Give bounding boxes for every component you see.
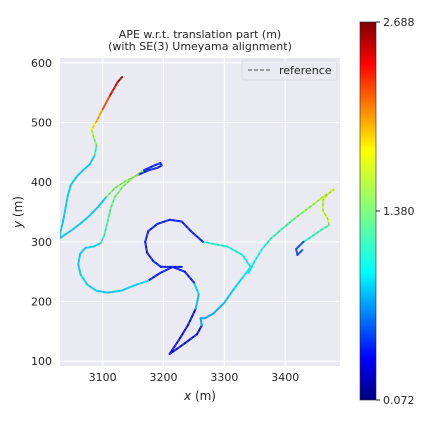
y-tick-label: 400 [31, 176, 52, 189]
reference-dashed-path [248, 188, 335, 274]
trajectory-segment [269, 227, 284, 240]
trajectory-segment [223, 288, 235, 304]
colorbar-tick-label: 1.380 [383, 205, 415, 218]
y-axis-label: y (m) [11, 196, 25, 229]
trajectory-layer [60, 76, 335, 356]
trajectory-segment [101, 94, 111, 111]
trajectory-segment [232, 276, 244, 291]
plot-area [60, 58, 340, 366]
grid-lines [60, 58, 340, 366]
x-tick-label: 3300 [210, 371, 238, 384]
trajectory-segment [95, 108, 104, 123]
y-tick-label: 500 [31, 116, 52, 129]
y-tick-label: 600 [31, 57, 52, 70]
y-tick-label: 300 [31, 236, 52, 249]
colorbar-gradient [359, 21, 377, 401]
colorbar-tick-label: 2.688 [383, 16, 415, 29]
legend: reference [241, 59, 338, 81]
trajectory-segment [194, 293, 200, 310]
trajectory-segment [281, 218, 295, 230]
x-axis-label: x (m) [183, 389, 216, 403]
reference-dashed-path [144, 219, 252, 355]
chart-title: APE w.r.t. translation part (m) [119, 28, 281, 41]
reference-dashed-path [60, 76, 200, 355]
y-tick-label: 100 [31, 355, 52, 368]
x-tick-labels: 3100 3200 3300 3400 [89, 371, 300, 384]
colorbar-tick-label: 0.072 [383, 394, 415, 407]
trajectory-segment [189, 230, 205, 243]
y-tick-label: 200 [31, 296, 52, 309]
legend-box [241, 59, 338, 81]
x-tick-label: 3200 [149, 371, 177, 384]
chart-subtitle: (with SE(3) Umeyama alignment) [108, 40, 292, 53]
trajectory-segment [180, 220, 192, 233]
legend-reference-label: reference [279, 64, 332, 77]
colorbar: 2.688 1.380 0.072 [359, 16, 415, 407]
x-tick-label: 3400 [271, 371, 299, 384]
trajectory-segment [261, 237, 272, 251]
colorbar-ticks: 2.688 1.380 0.072 [376, 16, 415, 407]
trajectory-segment [108, 80, 119, 97]
x-tick-label: 3100 [89, 371, 117, 384]
y-tick-labels: 100 200 300 400 500 600 [31, 57, 52, 368]
